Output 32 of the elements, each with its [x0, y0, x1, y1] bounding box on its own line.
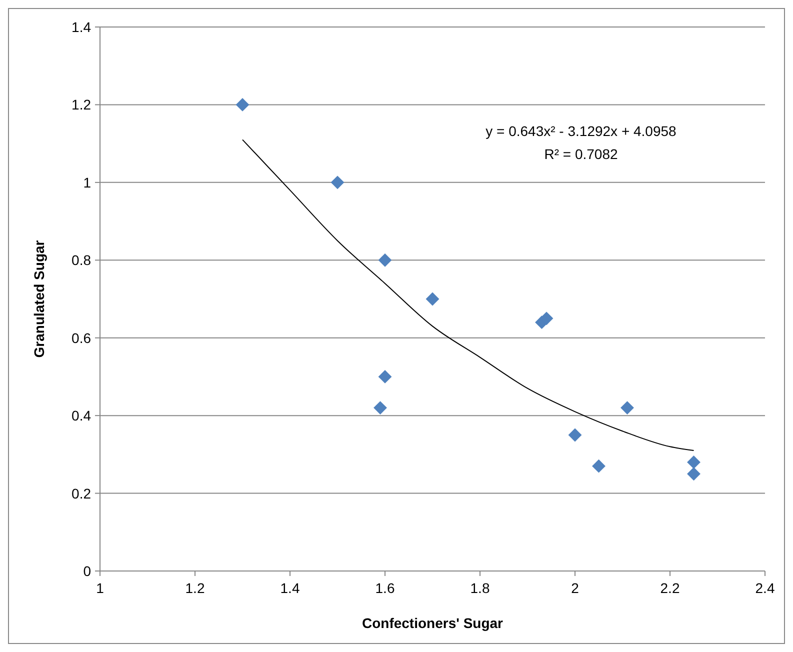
point — [426, 292, 440, 306]
annotation: y = 0.643x² - 3.1292x + 4.0958 — [486, 123, 677, 139]
x-tick-label: 1.6 — [375, 580, 395, 596]
point — [568, 428, 582, 442]
point — [592, 459, 606, 473]
x-tick-label: 2.4 — [755, 580, 775, 596]
point — [330, 176, 344, 190]
x-axis-title: Confectioners' Sugar — [362, 615, 504, 631]
point — [687, 467, 700, 481]
x-tick-label: 1 — [96, 580, 104, 596]
y-tick-label: 0.6 — [72, 330, 92, 346]
point — [236, 98, 250, 112]
y-tick-label: 0.2 — [72, 485, 92, 502]
point — [374, 401, 387, 415]
x-tick-label: 1.4 — [280, 580, 300, 596]
point — [620, 401, 634, 415]
y-tick-label: 0.4 — [72, 408, 92, 424]
point — [378, 253, 392, 267]
x-tick-label: 1.2 — [185, 580, 205, 596]
y-tick-label: 1.2 — [72, 96, 92, 113]
y-axis-title: Granulated Sugar — [31, 240, 47, 358]
annotation: R² = 0.7082 — [544, 146, 618, 162]
y-tick-label: 0.8 — [72, 252, 92, 268]
x-tick-label: 1.8 — [470, 580, 490, 596]
y-tick-label: 1 — [83, 174, 92, 190]
x-tick-label: 2.2 — [660, 580, 680, 596]
x-tick-label: 2 — [571, 580, 580, 596]
line-series — [242, 139, 694, 452]
y-tick-label: 1.4 — [72, 19, 92, 35]
point — [687, 455, 700, 469]
point — [378, 370, 392, 384]
y-tick-label: 0 — [83, 563, 92, 579]
